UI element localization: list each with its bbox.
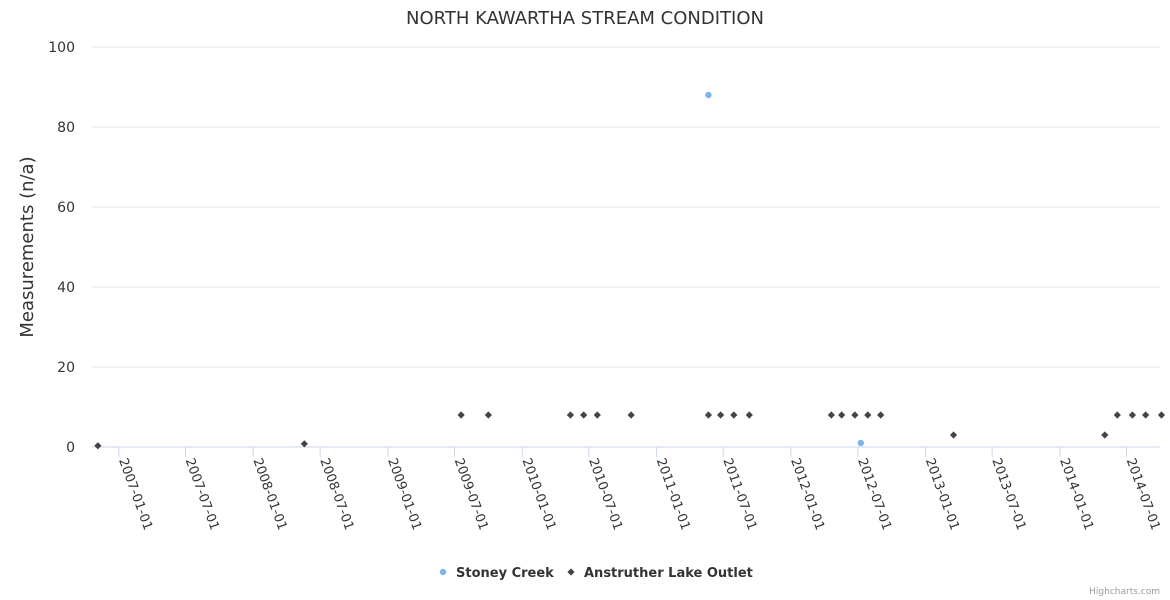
data-point[interactable] [484, 411, 492, 419]
y-tick-label: 0 [66, 440, 75, 456]
y-tick-label: 100 [48, 40, 75, 56]
x-tick-label: 2007-01-01 [115, 456, 155, 532]
data-point[interactable] [705, 91, 712, 99]
data-point[interactable] [949, 431, 958, 439]
x-tick-label: 2014-01-01 [1056, 456, 1096, 532]
legend-marker-icon[interactable] [439, 568, 447, 576]
data-point[interactable] [745, 411, 753, 419]
legend-label: Anstruther Lake Outlet [584, 566, 753, 581]
data-point[interactable] [1101, 431, 1109, 439]
y-tick-label: 60 [57, 200, 75, 216]
data-point[interactable] [593, 411, 601, 419]
data-point[interactable] [864, 411, 872, 419]
x-tick-label: 2007-07-01 [182, 456, 222, 532]
data-point[interactable] [877, 411, 885, 419]
data-point[interactable] [730, 411, 738, 419]
data-point[interactable] [827, 411, 835, 419]
data-point[interactable] [857, 439, 864, 447]
y-tick-label: 80 [57, 120, 75, 136]
data-point[interactable] [704, 411, 713, 419]
x-tick-label: 2011-01-01 [653, 456, 693, 532]
legend-item[interactable]: Stoney Creek [439, 566, 554, 581]
data-point[interactable] [566, 411, 575, 419]
x-tick-label: 2013-07-01 [988, 456, 1028, 532]
x-tick-label: 2008-07-01 [316, 456, 356, 532]
points-layer [94, 91, 1166, 450]
x-tick-label: 2010-01-01 [518, 456, 558, 532]
data-point[interactable] [1157, 411, 1166, 419]
data-point[interactable] [94, 442, 102, 450]
legend: Stoney Creek Anstruther Lake Outlet [439, 566, 753, 581]
data-point[interactable] [851, 411, 859, 419]
data-point[interactable] [457, 411, 465, 419]
data-point[interactable] [627, 411, 635, 419]
legend-label: Stoney Creek [456, 566, 554, 581]
y-axis-label: Measurements (n/a) [17, 156, 38, 337]
x-tick-label: 2008-01-01 [249, 456, 289, 532]
data-point[interactable] [1113, 411, 1121, 419]
axis-layer: 0 20 40 60 80 100 2007-01-01 2007-07-01 2008-01-… [48, 40, 1162, 532]
legend-marker-icon[interactable] [567, 568, 575, 576]
y-tick-label: 40 [57, 280, 75, 296]
x-tick-label: 2009-07-01 [451, 456, 491, 532]
x-tick-label: 2014-07-01 [1123, 456, 1163, 532]
x-tick-label: 2010-07-01 [585, 456, 625, 532]
x-tick-label: 2012-01-01 [787, 456, 827, 532]
legend-item[interactable]: Anstruther Lake Outlet [567, 566, 753, 581]
x-tick-label: 2011-07-01 [719, 456, 759, 532]
x-tick-label: 2013-01-01 [922, 456, 962, 532]
data-point[interactable] [300, 440, 308, 448]
data-point[interactable] [716, 411, 725, 419]
chart-title: NORTH KAWARTHA STREAM CONDITION [406, 8, 764, 29]
data-point[interactable] [838, 411, 846, 419]
grid-layer [92, 46, 1160, 368]
x-tick-label: 2009-01-01 [384, 456, 424, 532]
data-point[interactable] [1142, 411, 1150, 419]
data-point[interactable] [1128, 411, 1136, 419]
credits-link[interactable]: Highcharts.com [1089, 587, 1160, 597]
data-point[interactable] [580, 411, 588, 419]
x-tick-label: 2012-07-01 [854, 456, 894, 532]
y-tick-label: 20 [57, 360, 75, 376]
